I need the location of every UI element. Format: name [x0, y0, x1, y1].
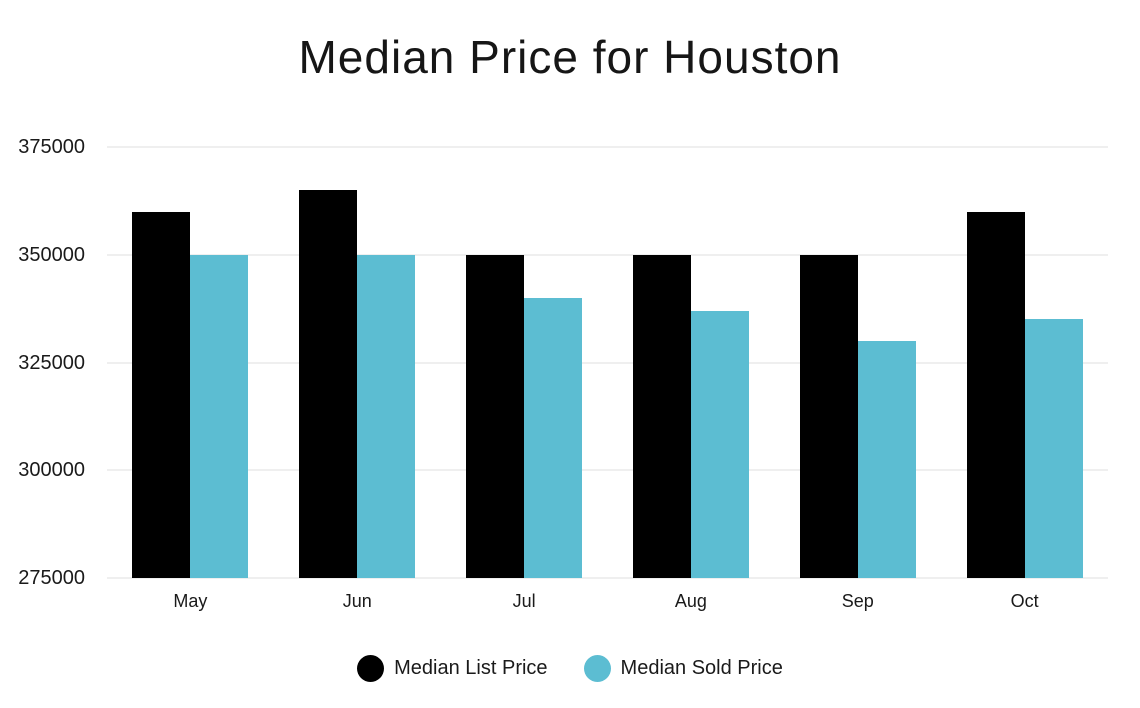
bar-group-aug [608, 254, 775, 578]
plot-area [107, 146, 1108, 579]
x-axis-label-may: May [173, 591, 208, 611]
gridline-350000 [107, 253, 1108, 256]
chart-title: Median Price for Houston [298, 31, 842, 83]
bar-group-oct [941, 211, 1108, 578]
gridline-300000 [107, 469, 1108, 472]
bar-group-jul [441, 254, 608, 578]
bar-median-sold-price-jun [357, 254, 416, 578]
gridline-325000 [107, 361, 1108, 364]
bar-median-sold-price-sep [857, 340, 916, 578]
bar-median-sold-price-jul [524, 297, 583, 578]
x-axis-label-jun: Jun [342, 591, 372, 611]
legend-label-median-sold-price: Median Sold Price [620, 657, 783, 679]
gridline-275000 [107, 577, 1108, 579]
x-axis: May Jun Jul Aug Sep Oct [107, 589, 1108, 617]
bar-median-list-price-may [132, 211, 191, 578]
legend: Median List Price Median Sold Price [0, 655, 1140, 682]
legend-label-median-list-price: Median List Price [394, 657, 548, 679]
bar-median-sold-price-aug [690, 310, 749, 578]
y-axis: 275000 300000 325000 350000 375000 [0, 136, 85, 589]
bar-group-may [107, 211, 274, 578]
bar-median-list-price-aug [632, 254, 691, 578]
y-axis-tick-label-350000: 350000 [18, 243, 85, 266]
bar-median-list-price-sep [799, 254, 858, 578]
bar-group-sep [774, 254, 941, 578]
bar-median-sold-price-oct [1024, 319, 1083, 578]
bar-median-list-price-jul [466, 254, 525, 578]
median-sold-price-swatch-icon [583, 655, 611, 682]
y-axis-tick-label-275000: 275000 [18, 567, 85, 589]
bar-group-jun [274, 190, 441, 578]
legend-item-median-sold-price[interactable]: Median Sold Price [583, 655, 783, 682]
x-axis-label-jul: Jul [512, 591, 536, 611]
bar-median-sold-price-may [190, 254, 249, 578]
x-axis-label-oct: Oct [1010, 591, 1039, 611]
x-axis-label-aug: Aug [674, 591, 707, 611]
x-axis-label-sep: Sep [841, 591, 874, 611]
y-axis-tick-label-375000: 375000 [18, 136, 85, 158]
median-list-price-swatch-icon [357, 655, 385, 682]
y-axis-tick-label-325000: 325000 [18, 351, 85, 374]
legend-item-median-list-price[interactable]: Median List Price [357, 655, 548, 682]
bar-median-list-price-jun [299, 190, 358, 578]
gridline-375000 [107, 146, 1108, 148]
bar-median-list-price-oct [966, 211, 1025, 578]
y-axis-tick-label-300000: 300000 [18, 459, 85, 482]
